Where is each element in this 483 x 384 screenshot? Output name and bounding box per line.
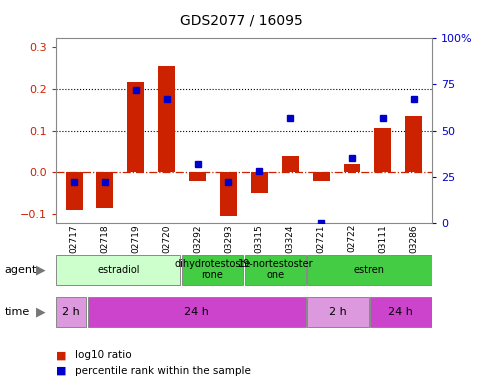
Bar [374,129,391,172]
Text: estren: estren [354,265,385,275]
Bar [405,116,422,172]
Bar [307,297,369,327]
Bar [282,156,298,172]
Bar [128,83,144,172]
Bar [189,172,206,181]
Text: 24 h: 24 h [185,307,209,317]
Text: agent: agent [5,265,37,275]
Text: ▶: ▶ [36,306,46,318]
Bar [220,172,237,217]
Bar [66,172,83,210]
Text: 2 h: 2 h [62,307,80,317]
Text: log10 ratio: log10 ratio [75,350,131,360]
Text: dihydrotestoste
rone: dihydrotestoste rone [174,259,251,280]
Text: estradiol: estradiol [97,265,140,275]
Text: time: time [5,307,30,317]
Bar [370,297,432,327]
Bar [307,255,432,285]
Text: 24 h: 24 h [388,307,413,317]
Text: ▶: ▶ [36,263,46,276]
Text: GDS2077 / 16095: GDS2077 / 16095 [180,13,303,27]
Text: 2 h: 2 h [329,307,347,317]
Bar [313,172,329,181]
Bar [182,255,243,285]
Text: ■: ■ [56,366,66,376]
Bar [97,172,114,208]
Text: 19-nortestoster
one: 19-nortestoster one [238,259,313,280]
Bar [56,255,181,285]
Bar [158,66,175,172]
Text: percentile rank within the sample: percentile rank within the sample [75,366,251,376]
Bar [343,164,360,172]
Bar [244,255,306,285]
Bar [87,297,306,327]
Bar [56,297,86,327]
Bar [251,172,268,194]
Text: ■: ■ [56,350,66,360]
